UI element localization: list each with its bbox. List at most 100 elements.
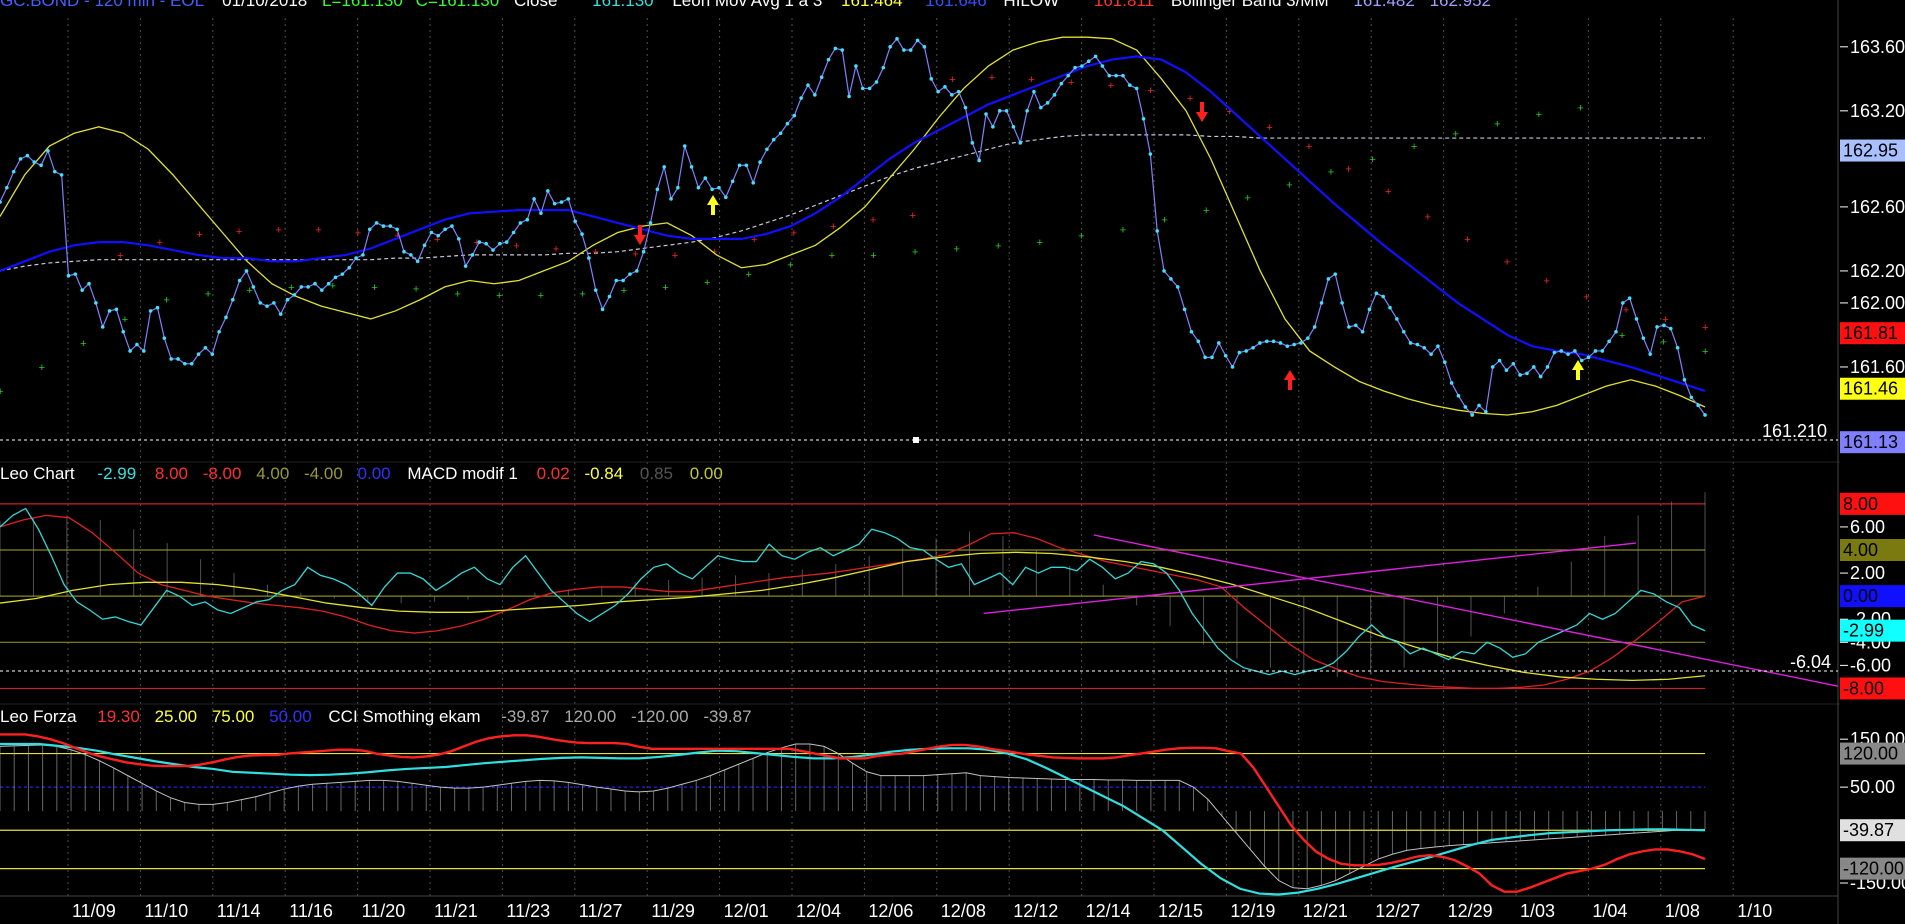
close-value: 161.130 <box>592 0 653 10</box>
price-point <box>819 75 824 80</box>
price-point <box>1641 336 1646 340</box>
price-point <box>278 312 283 316</box>
price-point <box>141 349 146 353</box>
axis-value-badge-label: 162.95 <box>1843 141 1898 161</box>
price-point <box>306 285 310 289</box>
price-point <box>135 342 139 347</box>
price-point <box>1600 349 1605 353</box>
macd-cyan-line <box>0 507 1706 676</box>
price-point <box>25 153 30 158</box>
price-point <box>1477 403 1481 408</box>
price-point <box>59 173 64 177</box>
right-axis[interactable]: 163.60 163.20 162.60 162.20 162.00 161.60 6.00… <box>1840 37 1905 893</box>
price-point <box>1128 83 1132 88</box>
price-point <box>573 219 577 224</box>
hilow-red-mark: + <box>1306 141 1312 153</box>
bb-value-2: 162.952 <box>1430 0 1491 10</box>
price-point <box>669 197 673 201</box>
price-point <box>1484 409 1488 414</box>
current-price-label: 161.210 <box>1762 421 1827 441</box>
price-point <box>1251 345 1255 350</box>
cci-series-layer <box>0 733 1706 896</box>
axis-tick-label: 6.00 <box>1850 517 1885 537</box>
price-point <box>1182 307 1187 312</box>
macd-ind-value-2: -0.84 <box>584 464 623 483</box>
price-point <box>1175 285 1180 289</box>
price-point <box>121 329 126 334</box>
price-point <box>381 224 386 228</box>
price-point <box>1169 277 1173 281</box>
close-word: Close <box>514 0 557 10</box>
macd-red-line <box>0 514 1706 690</box>
time-tick-label: 1/08 <box>1665 901 1700 921</box>
price-point <box>751 181 756 185</box>
price-point <box>977 158 981 163</box>
cci-value-4: 50.00 <box>269 707 312 726</box>
hilow-green-mark: + <box>1702 346 1708 358</box>
hilow-red-mark: + <box>989 72 995 84</box>
signal-arrow-icon <box>1572 360 1584 380</box>
price-point <box>792 113 797 118</box>
time-tick-label: 11/23 <box>506 901 550 921</box>
price-point <box>1312 325 1317 329</box>
axis-tick-label: 50.00 <box>1850 777 1895 797</box>
price-series-layer: + + + + + + + + + + + + + + + + + + + + + + + + + + + + + + + + + + + + + + + +… <box>0 36 1708 417</box>
price-point <box>1066 73 1070 78</box>
price-point <box>224 315 228 320</box>
price-panel[interactable]: + + + + + + + + + + + + + + + + + + + + + + + + + + + + + + + + + + + + + + + +… <box>0 36 1838 443</box>
hilow-red-mark: + <box>355 227 361 239</box>
cci-cyan-line <box>0 742 1706 896</box>
price-point <box>552 201 557 206</box>
hilow-red-mark: + <box>1464 234 1470 246</box>
time-tick-label: 11/29 <box>651 901 695 921</box>
hilow-green-mark: + <box>1494 119 1500 131</box>
price-point <box>128 349 132 353</box>
price-point <box>231 297 235 302</box>
price-point <box>1203 355 1207 360</box>
hilow-red-mark: + <box>1662 314 1668 326</box>
price-point <box>354 256 358 260</box>
macd-panel[interactable]: -6.04 <box>0 492 1839 690</box>
price-point <box>237 278 242 283</box>
cci-header: Leo Forza 19.30 25.00 75.00 50.00 CCI Sm… <box>0 707 752 726</box>
price-point <box>11 169 16 174</box>
price-point <box>737 163 742 168</box>
price-point <box>1360 329 1365 334</box>
price-point <box>1449 381 1454 385</box>
hilow-red-mark: + <box>157 237 163 249</box>
price-point <box>0 200 2 204</box>
price-point <box>1415 342 1420 347</box>
price-point <box>1381 294 1385 299</box>
hilow-green-mark: + <box>538 290 544 302</box>
hilow-green-mark: + <box>122 314 128 326</box>
time-axis[interactable]: 11/09 11/10 11/14 11/16 11/20 11/21 11/23 11/27… <box>72 901 1772 921</box>
price-point <box>415 259 420 264</box>
price-point <box>1244 349 1249 353</box>
hilow-green-mark: + <box>288 282 294 294</box>
price-point <box>963 105 968 110</box>
cci-panel[interactable] <box>0 733 1706 896</box>
bb-yellow-line <box>0 36 1706 416</box>
price-point <box>265 304 269 308</box>
hilow-green-mark: + <box>1577 103 1583 115</box>
price-point <box>813 93 817 97</box>
hilow-label: HILOW <box>1003 0 1059 10</box>
price-point <box>1675 345 1680 350</box>
axis-value-badge <box>1840 492 1905 515</box>
hilow-green-mark: + <box>1328 167 1334 179</box>
hilow-green-mark: + <box>1078 231 1084 243</box>
price-point <box>94 301 98 305</box>
date-label: 01/10/2018 <box>222 0 307 10</box>
price-point <box>1552 350 1557 355</box>
hilow-green-mark: + <box>621 285 627 297</box>
price-point <box>292 293 297 297</box>
low-label: L=161.130 <box>322 0 403 10</box>
price-point <box>402 249 406 254</box>
price-point <box>1532 365 1536 369</box>
price-point <box>1607 339 1611 344</box>
price-point <box>39 163 43 168</box>
price-point <box>429 230 434 235</box>
price-point <box>1018 141 1023 145</box>
time-tick-label: 11/21 <box>434 901 478 921</box>
